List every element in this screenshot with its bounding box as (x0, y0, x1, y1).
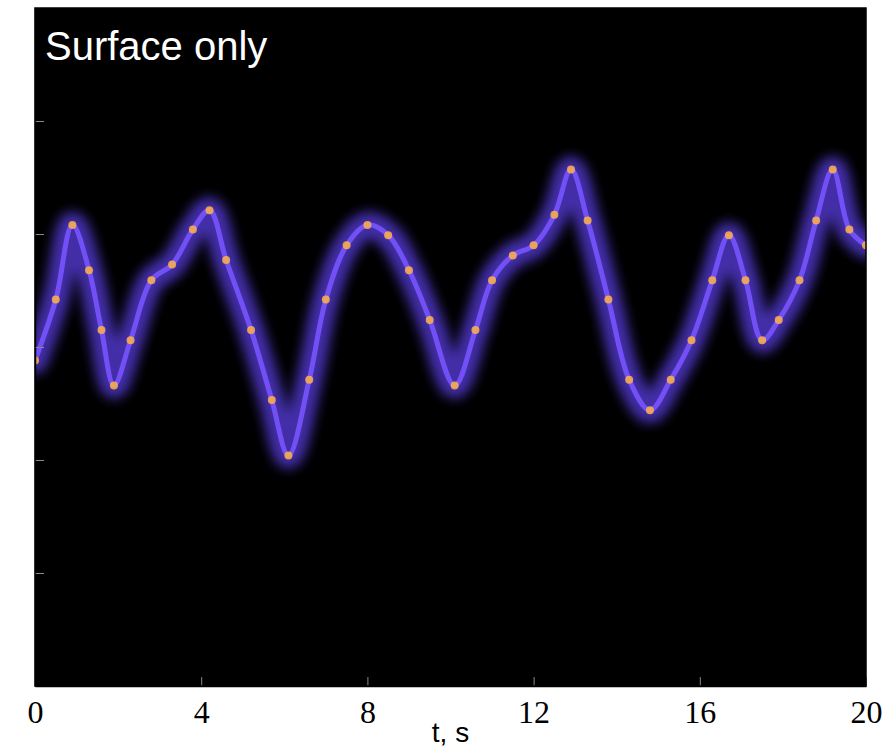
trace-point (85, 266, 93, 274)
trace-point (829, 166, 837, 174)
trace-point (52, 296, 60, 304)
trace-point (247, 326, 255, 334)
trace-point (384, 231, 392, 239)
chart: 0 4 8 12 16 20 Surface only t, s (0, 0, 896, 753)
x-tick-label: 12 (518, 694, 550, 730)
trace-point (322, 296, 330, 304)
trace-point (725, 231, 733, 239)
x-tick: 12 (518, 677, 550, 730)
plot: 0 4 8 12 16 20 Surface only (28, 8, 883, 730)
trace-point (451, 381, 459, 389)
x-tick-label: 4 (194, 694, 210, 730)
trace-point (68, 221, 76, 229)
y-tick-mark (35, 347, 44, 348)
trace-point (343, 241, 351, 249)
x-tick-label: 16 (684, 694, 716, 730)
trace-line (35, 170, 866, 456)
y-tick (35, 234, 44, 235)
trace-point (284, 451, 292, 459)
plot-background (35, 8, 866, 686)
trace-point (189, 225, 197, 233)
trace-point (127, 336, 135, 344)
trace-point (584, 216, 592, 224)
x-axis-title: t, s (432, 717, 469, 748)
x-tick-mark (700, 677, 701, 686)
trace-point (625, 376, 633, 384)
y-tick (35, 347, 44, 348)
trace-point (168, 261, 176, 269)
trace-point (567, 166, 575, 174)
trace-point (796, 276, 804, 284)
x-tick-label: 8 (360, 694, 376, 730)
trace-point (742, 276, 750, 284)
y-tick-mark (35, 121, 44, 122)
x-tick-label: 20 (851, 694, 883, 730)
trace-point (509, 251, 517, 259)
y-tick (35, 121, 44, 122)
trace-point (147, 276, 155, 284)
trace-point (758, 336, 766, 344)
trace-point (550, 211, 558, 219)
x-tick-mark (534, 677, 535, 686)
trace-point (604, 296, 612, 304)
trace-point (206, 206, 214, 214)
trace-point (363, 221, 371, 229)
trace-point (488, 276, 496, 284)
trace-point (646, 406, 654, 414)
trace-point (426, 316, 434, 324)
x-tick: 16 (684, 677, 716, 730)
trace-point (775, 316, 783, 324)
trace-point (222, 256, 230, 264)
trace-point (305, 376, 313, 384)
x-tick-mark (367, 677, 368, 686)
trace-point (405, 266, 413, 274)
y-axis (35, 9, 44, 687)
y-tick (35, 573, 44, 574)
trace-point (845, 225, 853, 233)
x-tick-mark (201, 677, 202, 686)
trace-point (530, 241, 538, 249)
marks (35, 166, 866, 460)
x-tick: 4 (194, 677, 210, 730)
trace-point (687, 336, 695, 344)
title: Surface only (45, 24, 267, 68)
trace-point (97, 326, 105, 334)
trace-glow (35, 170, 866, 456)
trace-point (812, 216, 820, 224)
y-tick-mark (35, 460, 44, 461)
x-tick: 8 (360, 677, 376, 730)
y-tick-mark (35, 573, 44, 574)
trace-point (268, 396, 276, 404)
trace-point (708, 276, 716, 284)
trace-point (667, 376, 675, 384)
trace-point (471, 326, 479, 334)
trace-point (110, 381, 118, 389)
x-tick-label: 0 (28, 694, 44, 730)
y-tick-mark (35, 234, 44, 235)
y-tick (35, 460, 44, 461)
plot-frame (35, 8, 866, 686)
